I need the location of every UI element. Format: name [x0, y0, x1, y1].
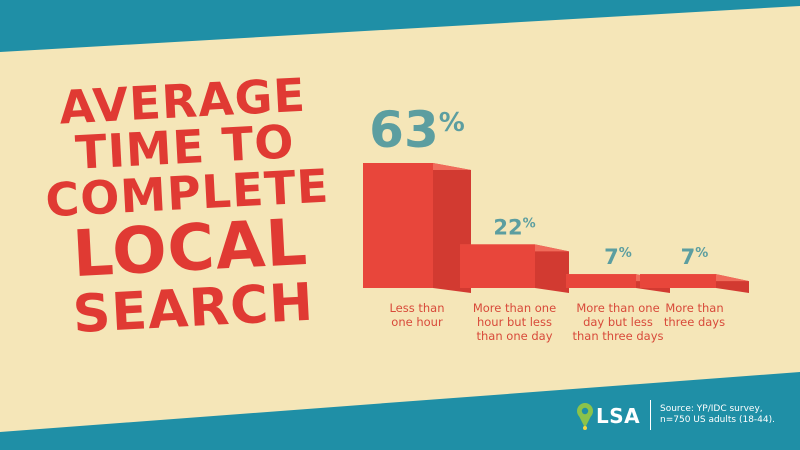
category-label-4: More than three days [664, 301, 725, 329]
lsa-logo [577, 403, 593, 430]
bar-side-2 [535, 244, 569, 293]
category-label-1: Less than one hour [389, 301, 444, 329]
bar-4 [640, 274, 716, 288]
data-label-3: 7% [604, 245, 632, 269]
bar-1 [363, 163, 433, 288]
map-pin-icon [577, 403, 593, 430]
top-band [0, 0, 800, 52]
source-note: Source: YP/IDC survey, n=750 US adults (… [660, 404, 790, 426]
bar-3 [566, 274, 636, 288]
data-label-4: 7% [681, 245, 709, 269]
data-label-1: 63% [369, 101, 465, 159]
source-line-1: Source: YP/IDC survey, [660, 404, 763, 414]
footer-divider [650, 400, 651, 430]
bar-2 [460, 244, 535, 288]
category-label-2: More than one hour but less than one day [473, 301, 556, 343]
source-line-2: n=750 US adults (18-44). [660, 415, 775, 425]
category-label-3: More than one day but less than three days [572, 301, 663, 343]
brand-name: LSA [596, 404, 641, 428]
footer: LSA Source: YP/IDC survey, n=750 US adul… [574, 398, 794, 434]
bottom-band [0, 372, 800, 450]
data-label-2: 22% [493, 215, 535, 239]
